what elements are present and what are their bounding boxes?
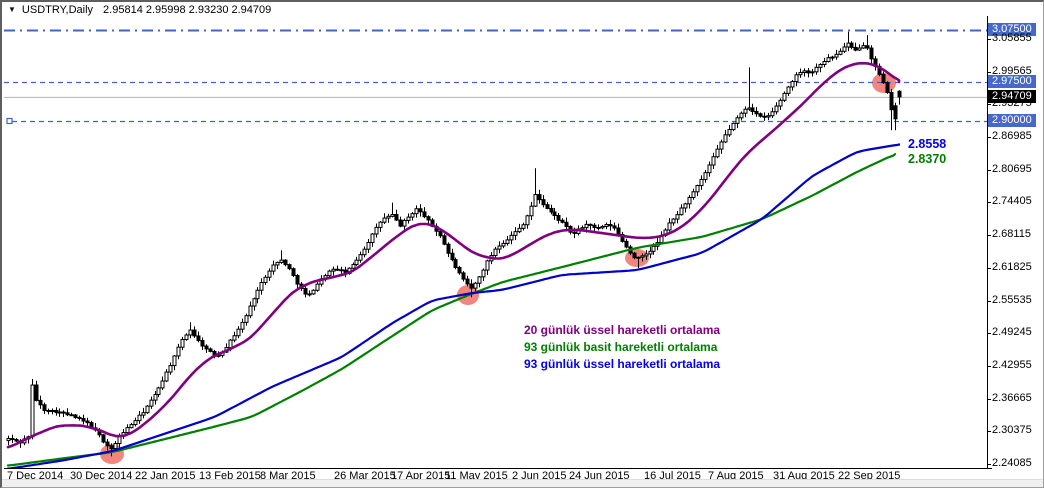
ema93-line [7, 143, 901, 468]
price-axis-label: 2.99565 [992, 65, 1032, 77]
price-axis-label: 2.97500 [988, 75, 1036, 88]
chart-ohlc-values: 2.95814 2.95998 2.93230 2.94709 [103, 3, 272, 16]
price-axis-label: 3.07500 [988, 23, 1036, 36]
indicator-legend: 20 günlük üssel hareketli ortalama 93 gü… [524, 322, 720, 373]
sma93-line [6, 153, 897, 467]
price-axis-label: 2.55535 [992, 294, 1032, 306]
chart-header: ▼ USDTRY,Daily 2.95814 2.95998 2.93230 2… [8, 3, 271, 16]
price-axis-label: 2.68115 [992, 228, 1031, 240]
price-axis-label: 2.36665 [992, 392, 1032, 404]
price-axis-label: 2.61825 [992, 261, 1032, 273]
price-axis-label: 2.42955 [992, 359, 1032, 371]
price-axis-label: 2.86985 [992, 130, 1032, 142]
level-line-handle[interactable] [6, 117, 13, 125]
sma93-end-value: 2.8370 [908, 152, 947, 166]
status-strip [2, 479, 1043, 487]
current-price-label: 2.94709 [988, 90, 1036, 103]
chart-symbol-timeframe: USDTRY,Daily [21, 3, 94, 16]
price-axis-label: 2.90000 [988, 114, 1036, 127]
highlight-ellipses [100, 73, 896, 464]
legend-ema93: 93 günlük üssel hareketli ortalama [524, 357, 721, 371]
price-axis-label: 2.80695 [992, 163, 1032, 175]
price-axis-label: 3.05855 [992, 32, 1032, 44]
price-axis-label: 2.24085 [992, 457, 1032, 469]
legend-ema20: 20 günlük üssel hareketli ortalama [524, 323, 721, 337]
level-lines [4, 29, 987, 125]
legend-sma93: 93 günlük basit hareketli ortalama [524, 340, 718, 354]
symbol-collapse-icon[interactable]: ▼ [8, 5, 16, 14]
ema20-line [6, 61, 901, 449]
price-axis-label: 2.49245 [992, 326, 1032, 338]
candlesticks [6, 31, 902, 457]
price-axis-label: 2.74405 [992, 195, 1032, 207]
ema93-end-value: 2.8558 [908, 137, 947, 151]
price-axis-label: 2.30375 [992, 424, 1032, 436]
